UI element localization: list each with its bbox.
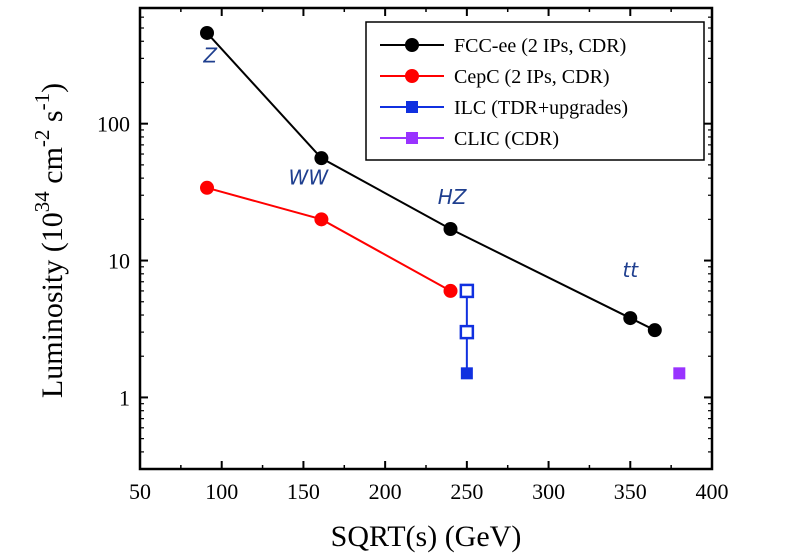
y-axis-title: Luminosity (1034 cm-2 s-1) bbox=[30, 83, 69, 398]
legend-label: ILC (TDR+upgrades) bbox=[454, 97, 628, 119]
data-point bbox=[459, 324, 475, 340]
legend-entry: CepC (2 IPs, CDR) bbox=[380, 66, 610, 88]
legend-entry: ILC (TDR+upgrades) bbox=[380, 97, 628, 119]
legend-label: CLIC (CDR) bbox=[454, 128, 559, 150]
annotation-label: HZ bbox=[438, 185, 468, 209]
axis-ticks: 50 100 150 200 250 300 350 400 1 10 100 bbox=[97, 8, 729, 504]
legend-marker bbox=[406, 132, 418, 144]
y-title-sup3: -1 bbox=[30, 93, 54, 111]
y-title-mid2: s bbox=[36, 110, 69, 129]
data-point bbox=[200, 180, 215, 195]
x-tick-label: 150 bbox=[287, 479, 320, 504]
y-title-end: ) bbox=[36, 83, 69, 93]
x-tick-label: 100 bbox=[205, 479, 238, 504]
y-title-sup2: -2 bbox=[30, 130, 54, 148]
y-tick-label: 1 bbox=[119, 385, 130, 410]
x-tick-label: 400 bbox=[696, 479, 729, 504]
data-point bbox=[314, 212, 329, 227]
series-ilc bbox=[459, 283, 475, 380]
x-tick-label: 250 bbox=[450, 479, 483, 504]
legend-entry: CLIC (CDR) bbox=[380, 128, 559, 150]
data-point bbox=[200, 25, 215, 40]
y-tick-label: 100 bbox=[97, 112, 130, 137]
annotation-label: Z bbox=[202, 43, 218, 67]
legend: FCC-ee (2 IPs, CDR) CepC (2 IPs, CDR) ILC … bbox=[365, 21, 705, 161]
legend-entry: FCC-ee (2 IPs, CDR) bbox=[380, 35, 626, 57]
legend-marker bbox=[405, 69, 419, 83]
x-tick-label: 200 bbox=[369, 479, 402, 504]
series-fcc-ee bbox=[200, 25, 662, 338]
annotation-label: WW bbox=[289, 165, 330, 189]
x-tick-label: 50 bbox=[129, 479, 151, 504]
y-title-mid: cm bbox=[36, 147, 69, 191]
legend-label: CepC (2 IPs, CDR) bbox=[454, 66, 610, 88]
plot-frame bbox=[138, 6, 714, 471]
annotation-label: tt bbox=[622, 258, 639, 282]
data-point bbox=[443, 222, 458, 237]
data-point bbox=[647, 323, 662, 338]
annotations-layer: Z WW HZ tt bbox=[202, 43, 639, 281]
series-cepc bbox=[200, 180, 458, 298]
data-point bbox=[460, 367, 473, 380]
x-tick-label: 300 bbox=[532, 479, 565, 504]
y-title-main: Luminosity (10 bbox=[36, 212, 69, 398]
legend-marker bbox=[406, 101, 418, 113]
y-title-sup1: 34 bbox=[30, 191, 54, 213]
data-point bbox=[314, 151, 329, 166]
data-point bbox=[673, 367, 686, 380]
legend-marker bbox=[405, 38, 419, 52]
x-tick-label: 350 bbox=[614, 479, 647, 504]
data-point bbox=[443, 283, 458, 298]
y-tick-label: 10 bbox=[108, 249, 130, 274]
series-clic bbox=[673, 367, 686, 380]
series-line bbox=[206, 186, 451, 292]
legend-label: FCC-ee (2 IPs, CDR) bbox=[454, 35, 626, 57]
y-axis-title-text: Luminosity (1034 cm-2 s-1) bbox=[30, 83, 69, 398]
series-layer bbox=[200, 25, 686, 380]
data-point bbox=[623, 311, 638, 326]
data-point bbox=[459, 283, 475, 299]
x-axis-title: SQRT(s) (GeV) bbox=[331, 520, 522, 553]
